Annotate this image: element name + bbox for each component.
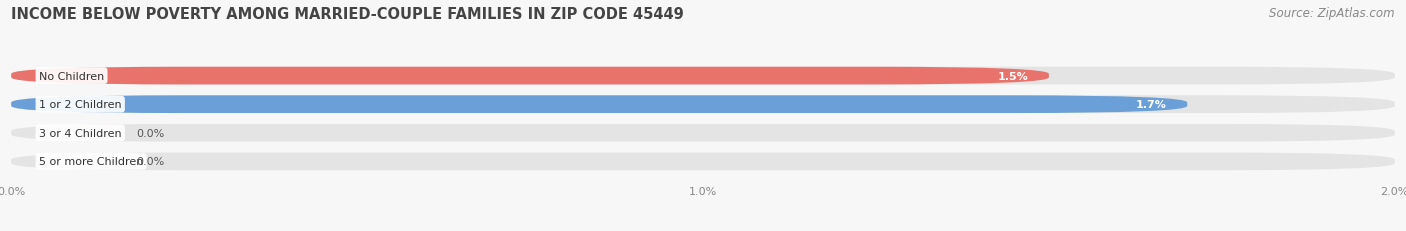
Text: INCOME BELOW POVERTY AMONG MARRIED-COUPLE FAMILIES IN ZIP CODE 45449: INCOME BELOW POVERTY AMONG MARRIED-COUPL… xyxy=(11,7,683,22)
FancyBboxPatch shape xyxy=(11,96,1187,114)
Text: 0.0%: 0.0% xyxy=(136,157,165,167)
Text: 1.5%: 1.5% xyxy=(997,71,1028,81)
FancyBboxPatch shape xyxy=(11,124,1395,142)
Text: 0.0%: 0.0% xyxy=(136,128,165,138)
Text: No Children: No Children xyxy=(39,71,104,81)
FancyBboxPatch shape xyxy=(11,96,1395,114)
Text: Source: ZipAtlas.com: Source: ZipAtlas.com xyxy=(1270,7,1395,20)
FancyBboxPatch shape xyxy=(11,67,1395,85)
Text: 1 or 2 Children: 1 or 2 Children xyxy=(39,100,121,110)
Text: 5 or more Children: 5 or more Children xyxy=(39,157,143,167)
Text: 3 or 4 Children: 3 or 4 Children xyxy=(39,128,121,138)
FancyBboxPatch shape xyxy=(11,67,1049,85)
Text: 1.7%: 1.7% xyxy=(1136,100,1167,110)
FancyBboxPatch shape xyxy=(11,153,1395,170)
